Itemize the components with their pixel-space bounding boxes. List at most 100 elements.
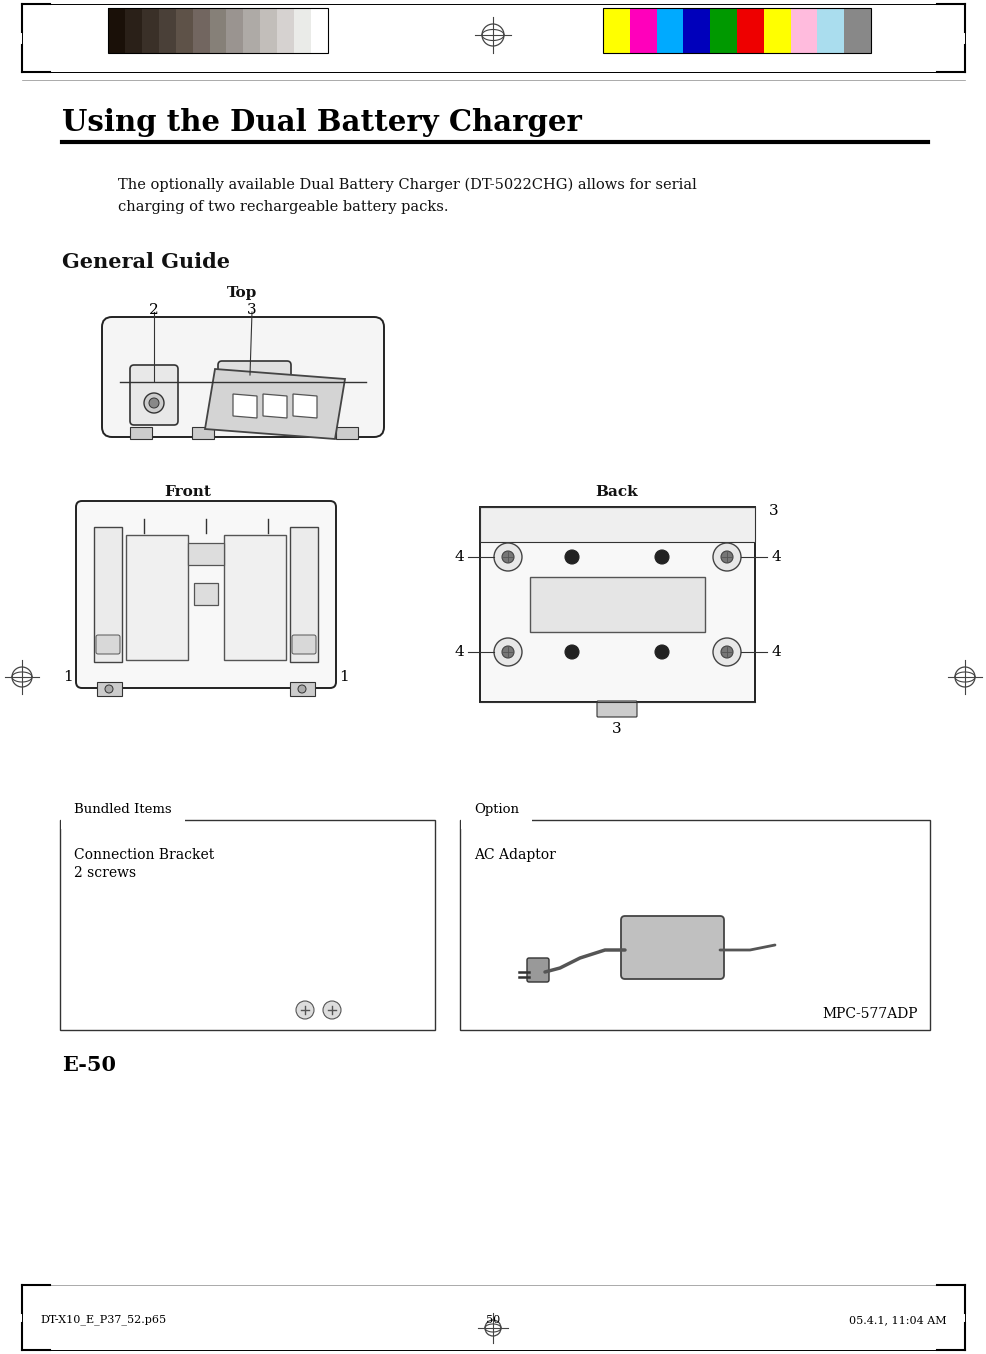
Bar bbox=[244, 8, 260, 53]
Bar bbox=[260, 8, 277, 53]
Circle shape bbox=[322, 1001, 340, 1020]
Bar bbox=[192, 427, 214, 439]
Text: 4: 4 bbox=[770, 645, 780, 659]
Polygon shape bbox=[233, 394, 256, 418]
Bar bbox=[187, 543, 224, 565]
Circle shape bbox=[720, 551, 733, 563]
Bar bbox=[194, 584, 218, 605]
Text: 1: 1 bbox=[339, 670, 348, 684]
Bar bbox=[529, 577, 704, 632]
Bar bbox=[159, 8, 176, 53]
Circle shape bbox=[712, 638, 740, 666]
Bar bbox=[294, 8, 311, 53]
Text: 50: 50 bbox=[485, 1315, 500, 1326]
Bar bbox=[682, 8, 710, 53]
Bar bbox=[266, 382, 273, 386]
Circle shape bbox=[149, 398, 159, 408]
Bar bbox=[209, 8, 226, 53]
Bar bbox=[737, 8, 763, 53]
FancyBboxPatch shape bbox=[292, 635, 316, 654]
Text: charging of two rechargeable battery packs.: charging of two rechargeable battery pac… bbox=[118, 200, 448, 214]
FancyBboxPatch shape bbox=[130, 366, 177, 425]
Text: 05.4.1, 11:04 AM: 05.4.1, 11:04 AM bbox=[849, 1315, 946, 1326]
Bar bbox=[176, 8, 192, 53]
Circle shape bbox=[144, 393, 164, 413]
FancyBboxPatch shape bbox=[102, 317, 384, 437]
Bar bbox=[253, 382, 260, 386]
Bar bbox=[126, 535, 187, 659]
Bar bbox=[602, 8, 870, 53]
Bar bbox=[629, 8, 656, 53]
FancyBboxPatch shape bbox=[620, 917, 724, 979]
Text: The optionally available Dual Battery Charger (DT-5022CHG) allows for serial: The optionally available Dual Battery Ch… bbox=[118, 177, 696, 192]
Text: 4: 4 bbox=[454, 645, 463, 659]
Polygon shape bbox=[205, 370, 345, 439]
Text: General Guide: General Guide bbox=[62, 252, 230, 272]
Bar bbox=[311, 8, 327, 53]
Bar bbox=[192, 8, 209, 53]
Polygon shape bbox=[262, 394, 287, 418]
Bar bbox=[335, 427, 358, 439]
Bar bbox=[107, 8, 327, 53]
Text: 1: 1 bbox=[63, 670, 73, 684]
Bar bbox=[130, 427, 152, 439]
Text: AC Adaptor: AC Adaptor bbox=[473, 848, 555, 862]
Text: Top: Top bbox=[227, 286, 257, 301]
Circle shape bbox=[494, 543, 522, 571]
Circle shape bbox=[564, 645, 579, 659]
Polygon shape bbox=[293, 394, 317, 418]
Bar bbox=[290, 527, 317, 662]
Bar bbox=[763, 8, 790, 53]
Bar bbox=[459, 821, 929, 1030]
Bar bbox=[710, 8, 737, 53]
Bar bbox=[479, 506, 754, 701]
Text: MPC-577ADP: MPC-577ADP bbox=[821, 1007, 917, 1021]
Circle shape bbox=[298, 685, 306, 693]
Bar bbox=[246, 402, 261, 410]
Bar bbox=[656, 8, 682, 53]
Circle shape bbox=[655, 550, 669, 565]
Bar bbox=[224, 535, 286, 659]
FancyBboxPatch shape bbox=[76, 501, 335, 688]
Bar bbox=[60, 821, 435, 1030]
Circle shape bbox=[564, 550, 579, 565]
Bar bbox=[843, 8, 870, 53]
Text: 3: 3 bbox=[246, 303, 256, 317]
Bar bbox=[142, 8, 159, 53]
Text: Using the Dual Battery Charger: Using the Dual Battery Charger bbox=[62, 108, 582, 137]
Text: 3: 3 bbox=[611, 722, 621, 737]
Bar bbox=[94, 527, 122, 662]
Circle shape bbox=[712, 543, 740, 571]
Bar bbox=[242, 382, 248, 386]
Text: E-50: E-50 bbox=[62, 1055, 116, 1075]
Circle shape bbox=[105, 685, 112, 693]
Circle shape bbox=[720, 646, 733, 658]
Bar bbox=[97, 682, 122, 696]
Bar bbox=[479, 506, 754, 542]
Circle shape bbox=[296, 1001, 314, 1020]
Bar bbox=[290, 682, 315, 696]
Circle shape bbox=[655, 645, 669, 659]
FancyBboxPatch shape bbox=[96, 635, 120, 654]
Text: 2 screws: 2 screws bbox=[74, 867, 136, 880]
Circle shape bbox=[494, 638, 522, 666]
Bar bbox=[790, 8, 816, 53]
Circle shape bbox=[502, 551, 514, 563]
Bar bbox=[125, 8, 142, 53]
Text: Front: Front bbox=[165, 485, 211, 500]
Text: Connection Bracket: Connection Bracket bbox=[74, 848, 214, 862]
Text: 4: 4 bbox=[770, 550, 780, 565]
Text: 2: 2 bbox=[149, 303, 159, 317]
Bar bbox=[277, 8, 294, 53]
FancyBboxPatch shape bbox=[527, 959, 548, 982]
Bar bbox=[226, 8, 244, 53]
Text: DT-X10_E_P37_52.p65: DT-X10_E_P37_52.p65 bbox=[40, 1315, 166, 1326]
Text: Back: Back bbox=[596, 485, 638, 500]
Bar bbox=[107, 8, 125, 53]
Bar bbox=[230, 382, 237, 386]
Text: 3: 3 bbox=[768, 504, 778, 519]
FancyBboxPatch shape bbox=[597, 701, 636, 718]
Bar bbox=[602, 8, 629, 53]
Text: Bundled Items: Bundled Items bbox=[74, 803, 172, 816]
FancyBboxPatch shape bbox=[218, 362, 291, 403]
